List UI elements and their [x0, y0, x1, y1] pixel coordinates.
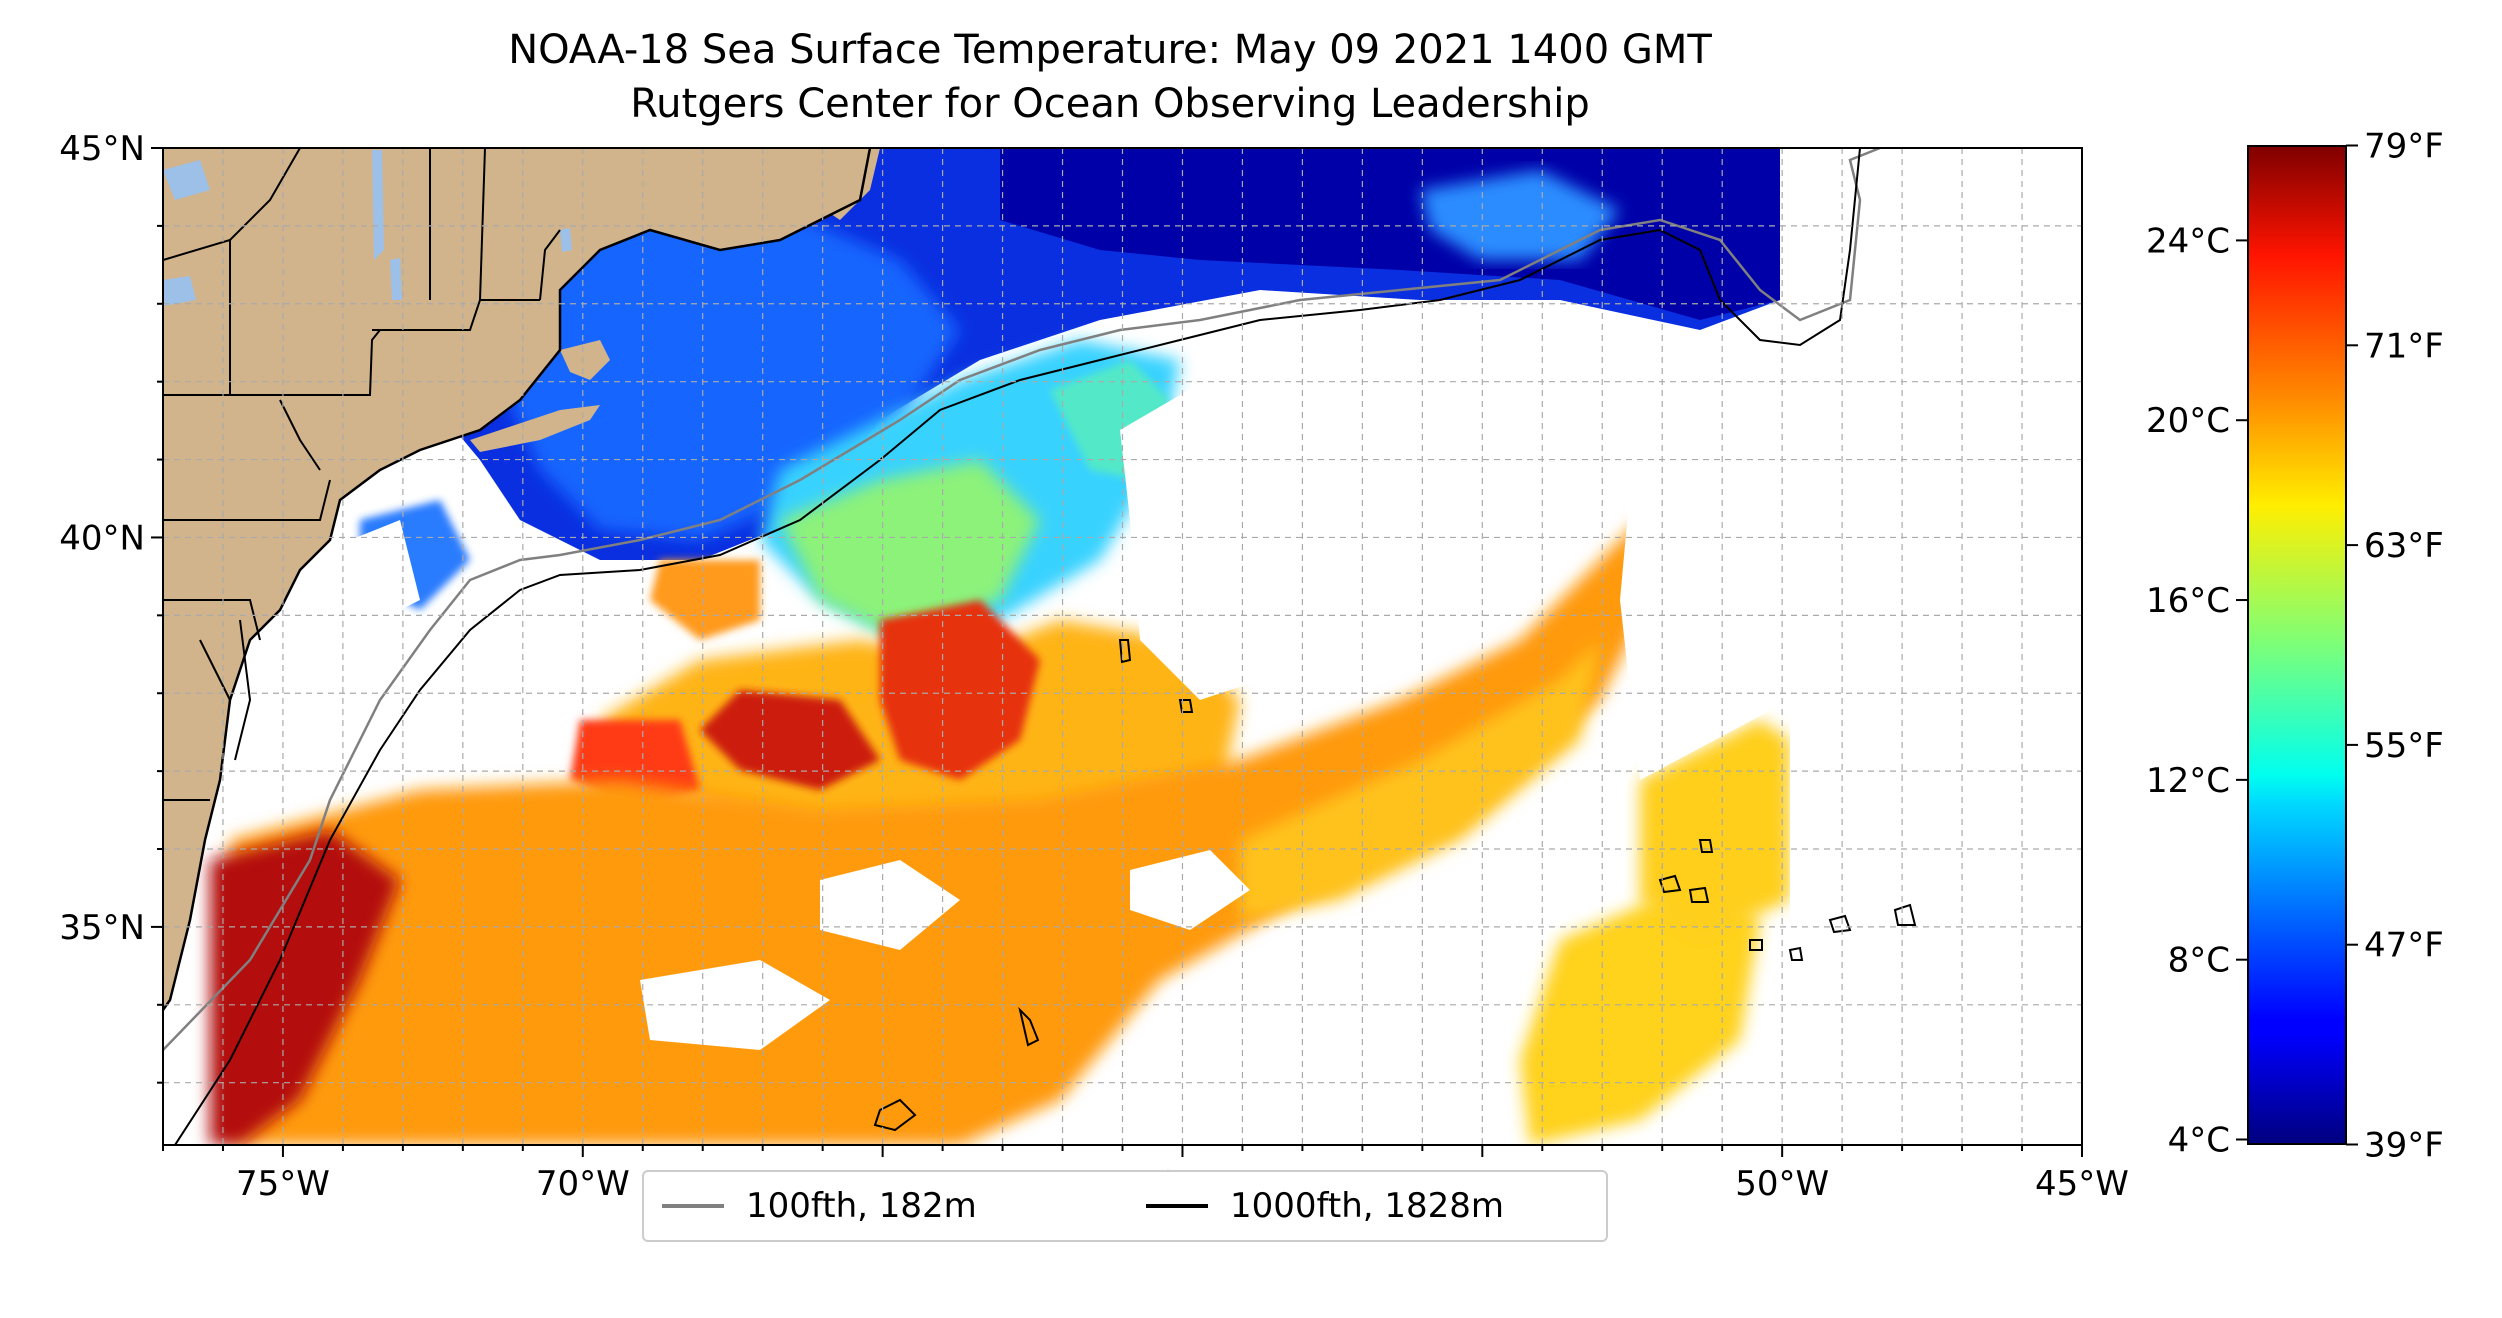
- lat-tick-label: 45°N: [59, 129, 145, 169]
- colorbar-c-label: 4°C: [2168, 1121, 2230, 1161]
- legend-entry-1000fth: 1000fth, 1828m: [1146, 1186, 1504, 1226]
- colorbar-celsius-axis: 24°C 20°C 16°C 12°C 8°C 4°C: [2146, 221, 2248, 1161]
- isobath-100fth: [163, 148, 1881, 1051]
- colorbar-f-label: 47°F: [2364, 926, 2444, 966]
- lon-tick-label: 75°W: [236, 1164, 330, 1204]
- legend-label-100fth: 100fth, 182m: [746, 1186, 977, 1226]
- seamount-contours: [873, 639, 1917, 1132]
- lon-tick-label: 50°W: [1735, 1164, 1829, 1204]
- lon-tick-label: 70°W: [536, 1164, 630, 1204]
- legend-label-1000fth: 1000fth, 1828m: [1230, 1186, 1505, 1226]
- colorbar-c-label: 12°C: [2146, 761, 2230, 801]
- legend-entry-100fth: 100fth, 182m: [662, 1186, 977, 1226]
- gridlines: [163, 148, 2082, 1145]
- colorbar-f-label: 39°F: [2364, 1125, 2444, 1165]
- colorbar-f-label: 63°F: [2364, 526, 2444, 566]
- map-subtitle: Rutgers Center for Ocean Observing Leade…: [630, 81, 1590, 127]
- lakes: [163, 150, 572, 306]
- isobath-1000fth: [174, 148, 1861, 1145]
- colorbar-c-label: 24°C: [2146, 221, 2230, 261]
- colorbar-fahrenheit-axis: 79°F 71°F 63°F 55°F 47°F 39°F: [2346, 127, 2444, 1165]
- lat-tick-label: 40°N: [59, 518, 145, 558]
- land: [163, 148, 880, 1010]
- legend: 100fth, 182m 1000fth, 1828m: [642, 1170, 1608, 1242]
- lon-tick-label: 45°W: [2035, 1164, 2129, 1204]
- state-borders: [163, 148, 561, 801]
- colorbar-f-label: 79°F: [2364, 127, 2444, 167]
- colorbar-c-label: 20°C: [2146, 401, 2230, 441]
- latitude-axis: 35°N 40°N 45°N: [59, 129, 163, 1084]
- map-field: [163, 148, 2082, 1145]
- colorbar-c-label: 8°C: [2168, 941, 2230, 981]
- legend-swatch-1000fth: [1146, 1204, 1208, 1208]
- colorbar: [2247, 145, 2347, 1145]
- map-title: NOAA-18 Sea Surface Temperature: May 09 …: [508, 27, 1712, 73]
- lat-tick-label: 35°N: [59, 908, 145, 948]
- legend-swatch-100fth: [662, 1204, 724, 1208]
- colorbar-f-label: 71°F: [2364, 326, 2444, 366]
- colorbar-f-label: 55°F: [2364, 726, 2444, 766]
- colorbar-c-label: 16°C: [2146, 581, 2230, 621]
- coastline: [163, 148, 872, 1011]
